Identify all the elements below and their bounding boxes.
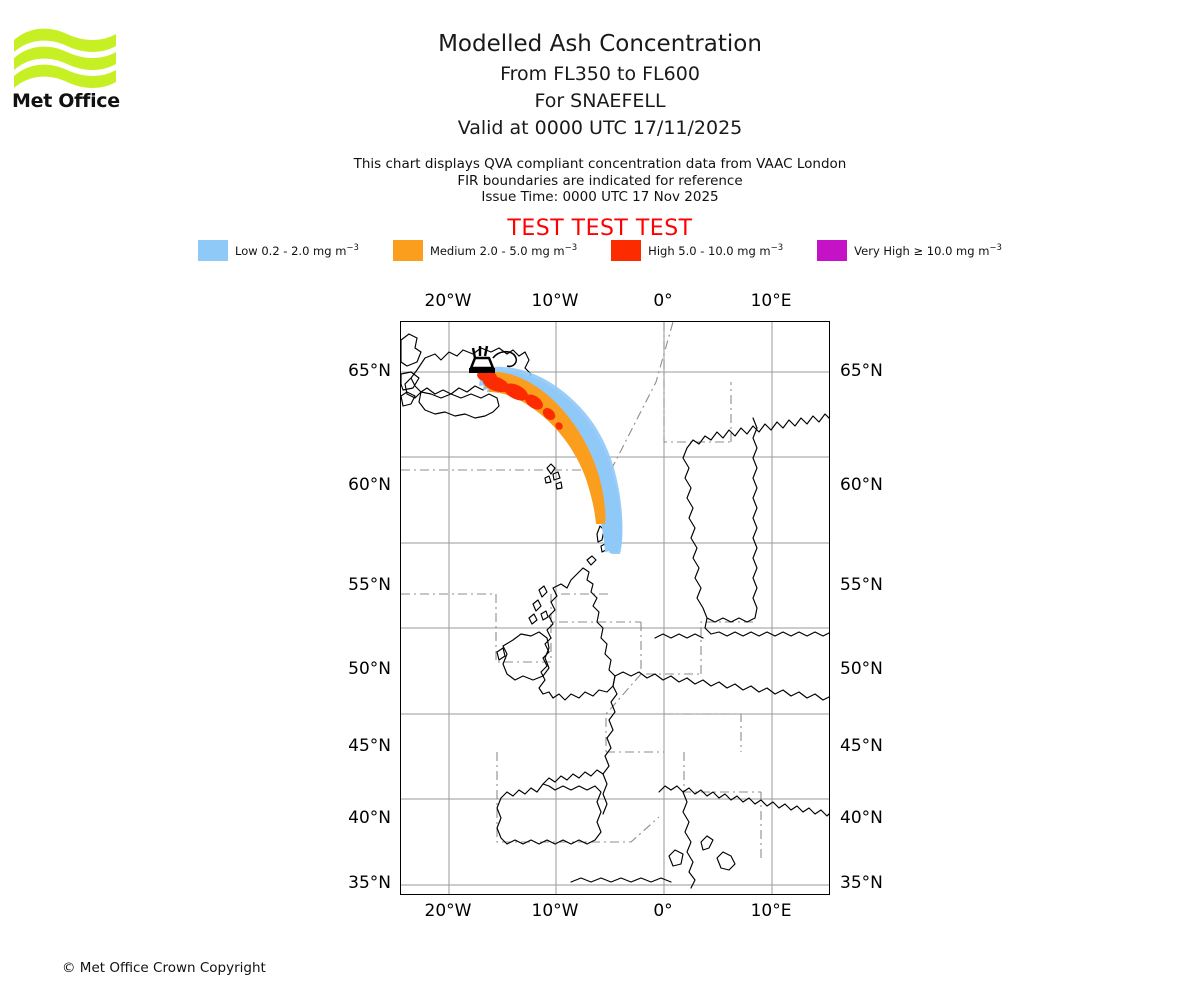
legend-low: Low 0.2 - 2.0 mg m−3 [198,240,359,261]
legend-low-swatch [198,240,229,261]
legend-very-high: Very High ≥ 10.0 mg m−3 [817,240,1002,261]
lon-tick-top-0: 0° [653,291,673,311]
lat-tick-right-40n: 40°N [840,808,883,828]
chart-title-block: Modelled Ash Concentration From FL350 to… [0,28,1200,142]
chart-notes: This chart displays QVA compliant concen… [0,156,1200,206]
lat-tick-right-55n: 55°N [840,575,883,595]
page-title: Modelled Ash Concentration [438,31,762,57]
map-panel: 20°W 10°W 0° 10°E 20°W 10°W 0° 10°E 65°N… [348,291,883,921]
lat-tick-left-45n: 45°N [348,736,391,756]
lon-tick-bottom-0: 0° [653,901,673,921]
issue-time: Issue Time: 0000 UTC 17 Nov 2025 [481,189,719,205]
flight-level-range: From FL350 to FL600 [500,63,700,85]
legend-high-swatch [611,240,642,261]
graticule [401,322,829,894]
lon-tick-top-10w: 10°W [531,291,579,311]
legend-high-label: High 5.0 - 10.0 mg m−3 [648,243,784,258]
lon-tick-bottom-10w: 10°W [531,901,579,921]
lat-tick-right-45n: 45°N [840,736,883,756]
valid-time: Valid at 0000 UTC 17/11/2025 [457,117,743,139]
lon-tick-top-10e: 10°E [750,291,792,311]
volcano-name: For SNAEFELL [534,90,666,112]
copyright-footer: © Met Office Crown Copyright [62,960,266,976]
lat-tick-left-40n: 40°N [348,808,391,828]
test-banner: TEST TEST TEST [507,216,693,241]
lat-tick-left-65n: 65°N [348,361,391,381]
map-frame [400,321,830,895]
lon-tick-bottom-20w: 20°W [424,901,472,921]
met-office-logo-text: Met Office [12,90,120,112]
legend-high: High 5.0 - 10.0 mg m−3 [611,240,783,261]
lat-tick-right-60n: 60°N [840,475,883,495]
note-fir: FIR boundaries are indicated for referen… [457,172,743,189]
legend-very-high-label: Very High ≥ 10.0 mg m−3 [854,243,1002,258]
volcano-marker [469,345,518,373]
legend-very-high-swatch [817,240,848,261]
lon-tick-top-20w: 20°W [424,291,472,311]
note-qva: This chart displays QVA compliant concen… [353,156,847,172]
concentration-legend: Low 0.2 - 2.0 mg m−3 Medium 2.0 - 5.0 mg… [0,240,1200,261]
lat-tick-right-35n: 35°N [840,873,883,893]
coastlines [401,333,829,889]
lat-tick-left-50n: 50°N [348,659,391,679]
lat-tick-left-55n: 55°N [348,575,391,595]
fir-boundaries [401,322,762,862]
ash-plume [477,366,623,554]
lon-tick-bottom-10e: 10°E [750,901,792,921]
lat-tick-right-50n: 50°N [840,659,883,679]
legend-medium: Medium 2.0 - 5.0 mg m−3 [392,240,578,261]
legend-low-label: Low 0.2 - 2.0 mg m−3 [235,243,359,258]
legend-medium-swatch [392,240,423,261]
lat-tick-left-60n: 60°N [348,475,391,495]
legend-medium-label: Medium 2.0 - 5.0 mg m−3 [429,243,578,258]
met-office-logo [12,24,132,114]
lat-tick-left-35n: 35°N [348,873,391,893]
lat-tick-right-65n: 65°N [840,361,883,381]
